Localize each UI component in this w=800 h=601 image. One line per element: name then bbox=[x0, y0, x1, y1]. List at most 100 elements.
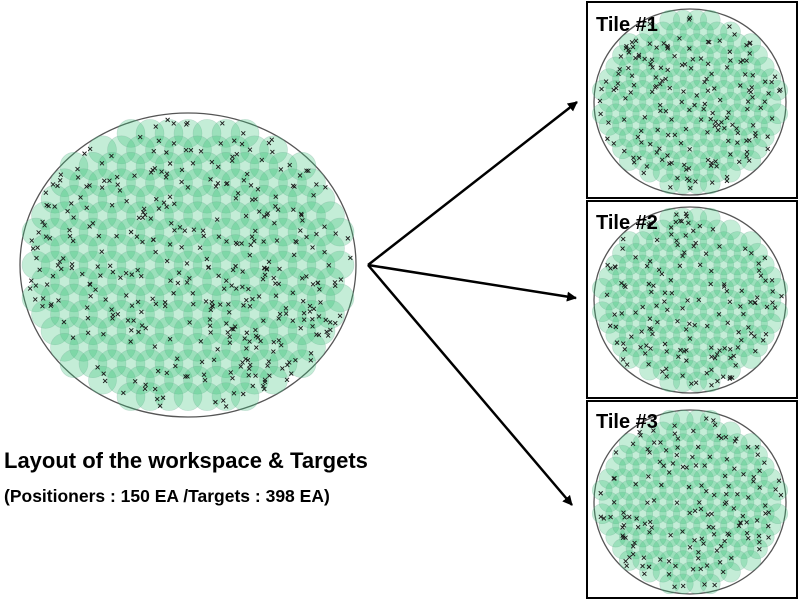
target-mark bbox=[284, 377, 290, 383]
patrol-area bbox=[720, 313, 741, 334]
patrol-area bbox=[679, 359, 701, 381]
target-mark bbox=[117, 188, 123, 193]
patrol-area bbox=[699, 503, 721, 524]
target-mark bbox=[744, 154, 750, 159]
target-mark bbox=[156, 206, 162, 211]
target-mark bbox=[246, 366, 252, 372]
target-mark bbox=[722, 345, 727, 351]
patrol-area bbox=[31, 234, 60, 263]
target-mark bbox=[253, 333, 259, 339]
target-mark bbox=[714, 548, 720, 553]
target-mark bbox=[639, 140, 644, 145]
patrol-area bbox=[720, 138, 741, 160]
target-mark bbox=[164, 370, 170, 376]
target-mark bbox=[258, 338, 263, 344]
target-mark bbox=[757, 546, 762, 552]
patrol-area bbox=[659, 231, 681, 252]
target-mark bbox=[648, 327, 654, 332]
target-mark bbox=[332, 320, 338, 326]
patrol-area bbox=[699, 480, 721, 501]
target-mark bbox=[115, 311, 121, 317]
target-mark bbox=[256, 209, 262, 214]
target-mark bbox=[745, 444, 751, 450]
target-mark bbox=[668, 185, 673, 190]
target-mark bbox=[672, 584, 677, 590]
target-mark bbox=[717, 97, 723, 103]
patrol-area bbox=[720, 161, 741, 183]
patrol-area bbox=[97, 283, 127, 313]
target-mark bbox=[635, 134, 641, 140]
patrol-area bbox=[59, 349, 89, 379]
patrol-area bbox=[107, 267, 136, 296]
target-mark bbox=[265, 363, 270, 368]
patrol-area bbox=[699, 278, 721, 299]
patrol-area bbox=[666, 538, 687, 560]
target-mark bbox=[709, 367, 714, 373]
patrol-area bbox=[760, 91, 782, 113]
target-mark bbox=[36, 230, 41, 235]
target-mark bbox=[621, 148, 627, 154]
target-mark bbox=[626, 514, 632, 520]
target-mark bbox=[316, 314, 322, 319]
target-mark bbox=[131, 318, 136, 323]
target-mark bbox=[197, 245, 203, 250]
target-mark bbox=[79, 271, 85, 277]
target-mark bbox=[204, 256, 210, 262]
patrol-area bbox=[183, 168, 212, 198]
target-mark bbox=[138, 273, 144, 279]
patrol-area bbox=[145, 332, 174, 362]
target-mark bbox=[291, 252, 297, 258]
target-mark bbox=[636, 54, 642, 59]
target-mark bbox=[649, 525, 654, 530]
patrol-area bbox=[21, 250, 51, 280]
target-mark bbox=[762, 255, 768, 261]
patrol-area bbox=[659, 254, 681, 276]
target-mark bbox=[176, 270, 182, 276]
patrol-area bbox=[88, 234, 117, 263]
target-mark bbox=[770, 289, 776, 294]
patrol-area bbox=[632, 103, 654, 124]
target-mark bbox=[663, 448, 669, 453]
target-mark bbox=[699, 536, 705, 542]
target-mark bbox=[101, 331, 106, 337]
target-mark bbox=[657, 459, 663, 465]
patrol-area bbox=[679, 421, 701, 443]
target-mark bbox=[725, 531, 730, 536]
target-mark bbox=[632, 540, 637, 546]
target-mark bbox=[629, 40, 635, 45]
target-mark bbox=[779, 293, 784, 299]
target-mark bbox=[37, 267, 42, 273]
target-mark bbox=[695, 555, 701, 561]
patrol-area bbox=[720, 68, 741, 89]
target-mark bbox=[155, 368, 161, 374]
patrol-area bbox=[713, 301, 735, 322]
target-mark bbox=[40, 296, 46, 301]
patrol-area bbox=[591, 278, 613, 299]
target-mark bbox=[215, 164, 221, 170]
target-mark bbox=[696, 550, 701, 555]
target-mark bbox=[712, 123, 718, 129]
tile-2-label: Tile #2 bbox=[596, 212, 658, 234]
patrol-area bbox=[126, 168, 155, 198]
patrol-area bbox=[192, 316, 222, 346]
patrol-area bbox=[686, 80, 708, 101]
target-mark bbox=[161, 200, 167, 205]
patrol-area bbox=[659, 503, 681, 524]
target-mark bbox=[717, 348, 722, 353]
target-mark bbox=[765, 523, 771, 529]
target-mark bbox=[167, 336, 173, 342]
patrol-area bbox=[107, 234, 136, 263]
patrol-area bbox=[116, 151, 146, 181]
target-mark bbox=[128, 327, 134, 333]
target-mark bbox=[164, 171, 170, 177]
patrol-area bbox=[97, 250, 127, 280]
patrol-area bbox=[720, 115, 741, 136]
patrol-area bbox=[88, 300, 117, 329]
tile-3-patrol-areas bbox=[591, 409, 789, 595]
target-mark bbox=[605, 262, 610, 268]
patrol-area bbox=[706, 21, 728, 43]
target-mark bbox=[298, 228, 303, 233]
patrol-area bbox=[632, 456, 654, 478]
target-mark bbox=[142, 386, 148, 392]
target-mark bbox=[763, 278, 768, 283]
